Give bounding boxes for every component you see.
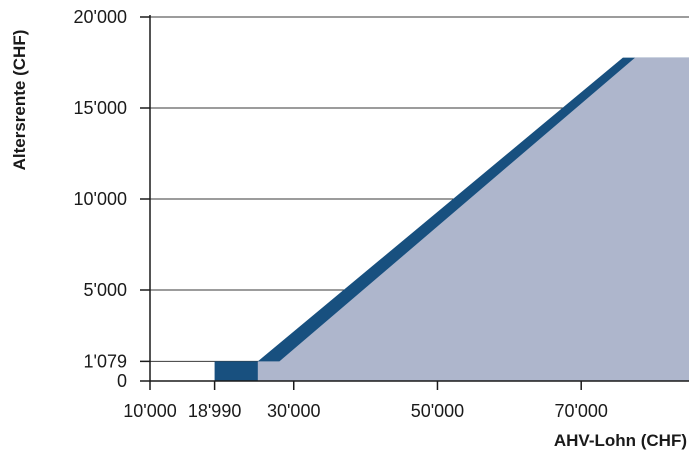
x-tick-label: 10'000 [123, 401, 177, 421]
y-tick-label: 1'079 [84, 351, 127, 371]
y-tick-label: 5'000 [84, 280, 127, 300]
x-axis-title: AHV-Lohn (CHF) [554, 431, 687, 450]
area-series-2 [257, 57, 689, 381]
y-axis-title: Altersrente (CHF) [10, 30, 29, 171]
y-tick-label: 0 [117, 371, 127, 391]
x-tick-label: 50'000 [411, 401, 465, 421]
x-tick-label: 18'990 [188, 401, 242, 421]
area-series [214, 57, 689, 381]
x-tick-label: 30'000 [267, 401, 321, 421]
x-axis-ticks: 10'000 18'990 30'000 50'000 70'000 [123, 381, 608, 421]
y-tick-label: 20'000 [74, 7, 128, 27]
y-tick-label: 10'000 [74, 189, 128, 209]
y-tick-label: 15'000 [74, 98, 128, 118]
y-axis-ticks: 01'079 5'000 10'000 15'000 20'000 [74, 7, 150, 391]
x-tick-label: 70'000 [554, 401, 608, 421]
